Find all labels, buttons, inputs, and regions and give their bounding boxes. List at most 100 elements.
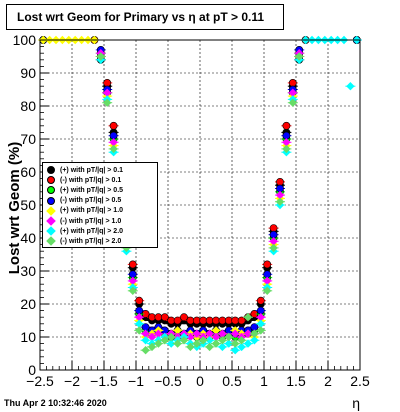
legend-item: (-) with pT/|q| > 1.0 [46,216,157,226]
x-tick-label: 0.5 [222,373,242,389]
data-point [231,329,240,338]
data-point [173,316,182,325]
x-tick-label: 1 [260,373,268,389]
y-tick-label: 90 [20,65,36,81]
y-tick-label: 20 [20,296,36,312]
legend-label: (+) with pT/|q| > 0.1 [60,166,124,174]
data-point [141,346,150,355]
data-point [211,332,221,342]
legend-label: (+) with pT/|q| > 2.0 [60,227,124,235]
data-point [231,346,240,355]
data-point [263,286,272,295]
x-tick-label: 1.5 [286,373,306,389]
x-tick-label: −1 [128,373,144,389]
data-point [103,98,112,107]
legend-marker-icon [47,186,55,195]
y-tick-label: 40 [20,230,36,246]
data-point [205,342,214,352]
data-point [135,296,144,305]
legend-marker-icon [46,216,56,226]
data-point [173,339,182,348]
data-point [218,342,227,352]
legend-marker-icon [46,226,56,237]
legend-marker-icon [46,206,56,216]
data-point [282,144,291,154]
data-point [275,197,285,206]
data-point [282,138,291,147]
axis-ticks: −2.5 −2 −1.5 −1 −0.5 0 0.5 1 1.5 2 2.5 0 10 20 30 40 50 6… [13,32,370,389]
data-point [179,336,189,345]
data-point [167,332,176,342]
data-point [218,336,227,345]
y-tick-label: 50 [20,197,36,213]
data-point [154,329,163,338]
data-point [186,332,195,342]
timestamp-footer: Thu Apr 2 10:32:46 2020 [4,398,107,408]
data-point [199,336,208,345]
data-point [147,342,157,352]
data-point [256,319,265,328]
data-point [275,190,285,200]
x-tick-label: −1.5 [90,373,118,389]
data-point [224,339,233,348]
data-point [256,313,265,322]
data-point [141,329,150,338]
data-point [135,313,144,322]
data-point [256,326,265,335]
legend-item: (+) with pT/|q| > 0.5 [47,185,157,195]
data-point [109,144,118,154]
legend-marker-icon [46,236,56,247]
x-tick-label: 2.5 [350,373,370,389]
data-point [160,313,169,322]
legend-item: (+) with pT/|q| > 1.0 [46,206,157,216]
legend-item: (-) with pT/|q| > 0.5 [47,196,157,206]
x-axis-label: η [352,395,360,411]
data-point [237,342,246,352]
data-point [282,121,291,130]
x-tick-label: −0.5 [154,373,182,389]
data-point [263,260,272,269]
y-tick-label: 0 [28,362,36,378]
data-point [269,237,278,246]
data-point [288,79,297,87]
legend-label: (-) with pT/|q| > 2.0 [60,237,122,245]
data-point [103,88,112,97]
chart-title: Lost wrt Geom for Primary vs η at pT > 0… [6,4,284,30]
data-point [167,339,176,348]
data-point [269,224,278,232]
legend-label: (+) with pT/|q| > 1.0 [60,207,124,215]
data-point [237,316,246,325]
legend-marker-icon [47,196,55,205]
data-point [224,332,233,342]
y-tick-label: 70 [20,131,36,147]
data-point [295,52,304,61]
data-point [243,329,253,338]
data-point [211,339,221,348]
data-point [346,82,355,91]
legend-label: (+) with pT/|q| > 0.5 [60,186,124,194]
data-point [154,339,163,348]
data-point [192,329,201,338]
data-point [250,336,259,345]
data-point [109,121,118,130]
data-point [109,138,118,147]
data-point [103,79,112,87]
data-point [205,329,214,338]
data-point [141,336,150,345]
data-point [128,286,137,295]
y-tick-label: 10 [20,329,36,345]
legend-marker-icon [47,166,55,175]
legend-marker-icon [47,176,55,185]
data-point [237,336,246,345]
legend-item: (-) with pT/|q| > 2.0 [46,236,157,247]
x-tick-label: −2.5 [26,373,54,389]
data-point [211,326,221,335]
legend-label: (-) with pT/|q| > 1.0 [60,217,122,225]
y-tick-label: 30 [20,263,36,279]
data-point [263,276,272,286]
data-point [135,319,144,328]
y-tick-label: 60 [20,164,36,180]
data-point [192,339,201,348]
data-point [288,88,297,97]
data-point [147,332,157,342]
